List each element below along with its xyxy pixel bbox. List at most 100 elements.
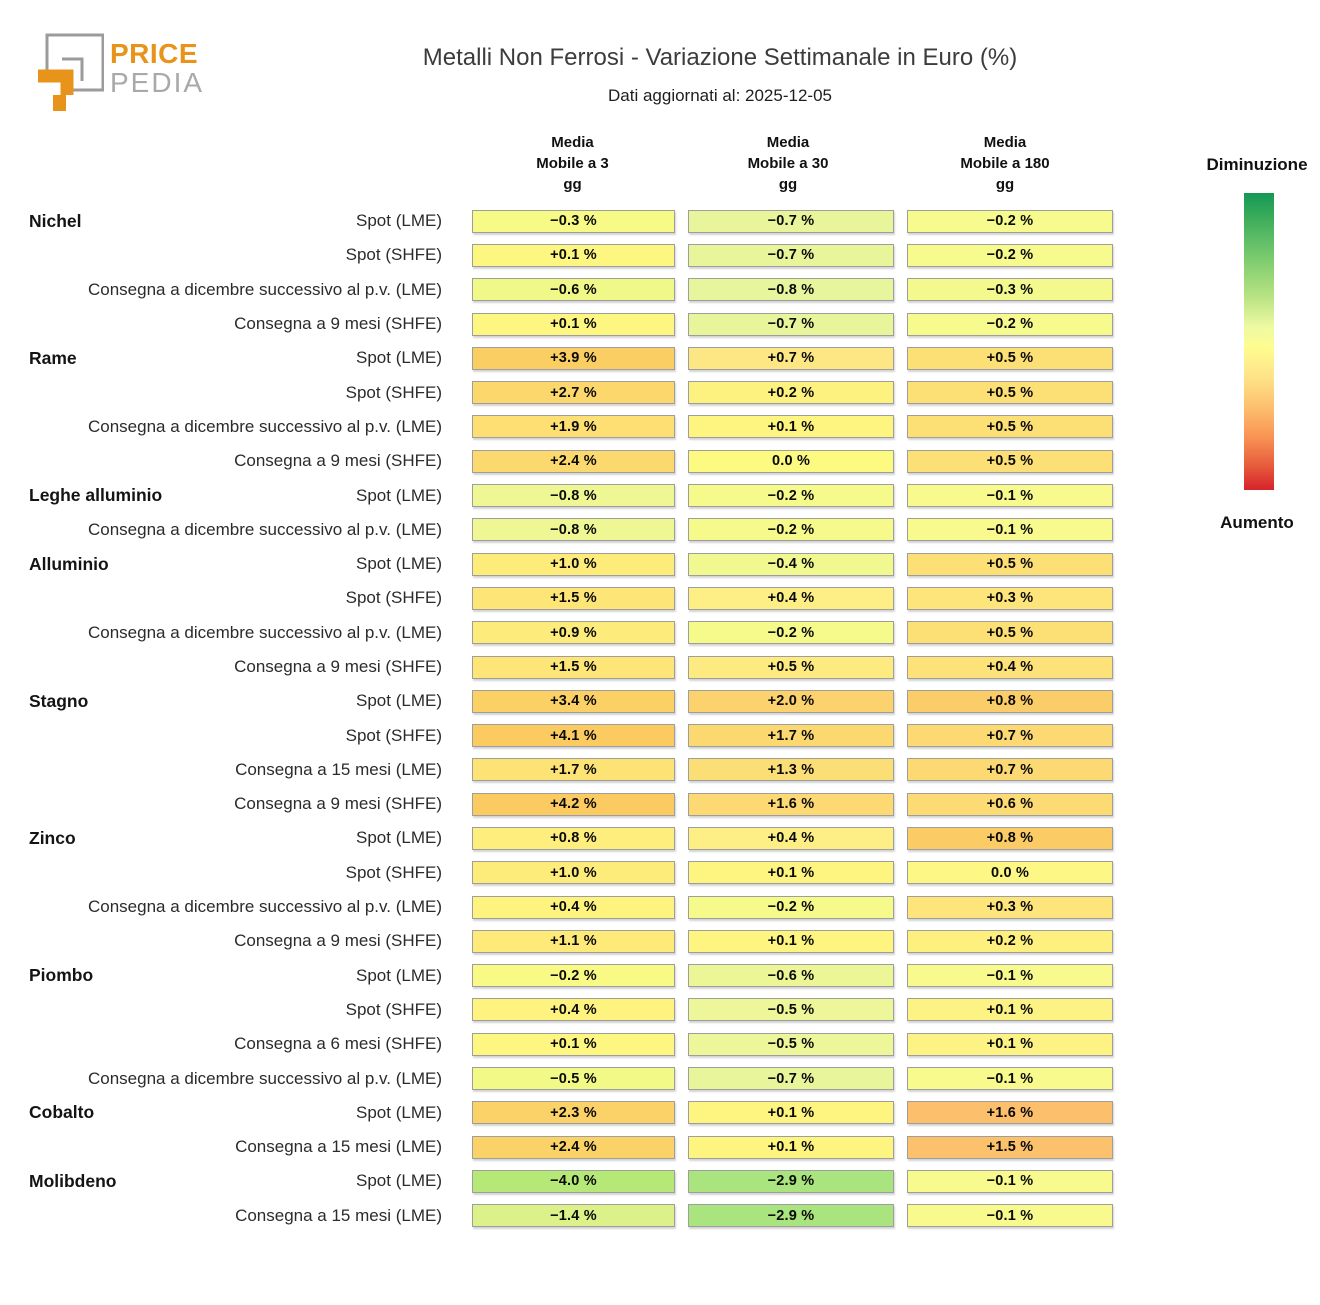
title-block: Metalli Non Ferrosi - Variazione Settima…: [120, 0, 1320, 106]
heatmap-cell: −0.3 %: [472, 209, 675, 233]
metal-group-label: Piombo: [29, 965, 94, 986]
row-label: Consegna a dicembre successivo al p.v. (…: [87, 622, 442, 642]
heatmap-cell: −0.1 %: [907, 484, 1113, 508]
table-row: Rame Spot (LME) +3.9 % +0.7 % +0.5 %: [0, 341, 1120, 375]
table-row: Spot (SHFE) +1.5 % +0.4 % +0.3 %: [0, 581, 1120, 615]
column-headers: Media Mobile a 3 gg Media Mobile a 30 gg Media…: [0, 132, 1120, 195]
heatmap-cell: −0.2 %: [907, 243, 1113, 267]
heatmap-cell: +0.6 %: [907, 792, 1113, 816]
heatmap-cell: +2.4 %: [472, 449, 675, 473]
heatmap-cell: +0.1 %: [472, 243, 675, 267]
row-label: Spot (LME): [356, 554, 442, 574]
legend-gradient-bar: [1244, 193, 1274, 490]
row-label: Spot (LME): [356, 828, 442, 848]
row-label: Spot (LME): [356, 1171, 442, 1191]
metal-group-label: Cobalto: [29, 1102, 95, 1123]
heatmap-cell: −0.8 %: [472, 518, 675, 542]
heatmap-cell: +1.6 %: [688, 792, 894, 816]
table-row: Consegna a 15 mesi (LME) +1.7 % +1.3 % +0.7…: [0, 753, 1120, 787]
heatmap-cell: +0.1 %: [688, 1101, 894, 1125]
metal-group-label: Zinco: [29, 827, 76, 848]
heatmap-cell: +0.1 %: [907, 1032, 1113, 1056]
heatmap-cell: −0.5 %: [688, 1032, 894, 1056]
table-row: Spot (SHFE) +0.4 % −0.5 % +0.1 %: [0, 993, 1120, 1027]
table-row: Consegna a dicembre successivo al p.v. (…: [0, 1061, 1120, 1095]
heatmap-cell: −0.6 %: [472, 278, 675, 302]
metal-group-label: Alluminio: [29, 553, 109, 574]
heatmap-cell: −4.0 %: [472, 1169, 675, 1193]
heatmap-cell: −0.1 %: [907, 518, 1113, 542]
heatmap-cell: +0.9 %: [472, 621, 675, 645]
heatmap-cell: −0.6 %: [688, 964, 894, 988]
heatmap-cell: +2.0 %: [688, 689, 894, 713]
row-label: Consegna a 9 mesi (SHFE): [234, 657, 442, 676]
row-label: Consegna a 9 mesi (SHFE): [234, 314, 442, 334]
heatmap-cell: +0.1 %: [472, 1032, 675, 1056]
table-row: Stagno Spot (LME) +3.4 % +2.0 % +0.8 %: [0, 684, 1120, 718]
row-label: Consegna a dicembre successivo al p.v. (…: [87, 416, 442, 436]
heatmap-cell: +0.2 %: [907, 929, 1113, 953]
heatmap-cell: −0.1 %: [907, 1204, 1113, 1228]
heatmap-cell: +0.5 %: [907, 449, 1113, 473]
table-row: Spot (SHFE) +4.1 % +1.7 % +0.7 %: [0, 718, 1120, 752]
heatmap-cell: +0.3 %: [907, 895, 1113, 919]
table-row: Alluminio Spot (LME) +1.0 % −0.4 % +0.5 %: [0, 547, 1120, 581]
heatmap-cell: +0.3 %: [907, 586, 1113, 610]
row-label: Consegna a dicembre successivo al p.v. (…: [87, 1068, 442, 1088]
row-label: Consegna a 15 mesi (LME): [235, 1137, 442, 1157]
heatmap-cell: −0.3 %: [907, 278, 1113, 302]
table-row: Consegna a 15 mesi (LME) +2.4 % +0.1 % +1.5…: [0, 1130, 1120, 1164]
heatmap-cell: −0.7 %: [688, 243, 894, 267]
heatmap-cell: +1.5 %: [907, 1135, 1113, 1159]
heatmap-cell: +0.5 %: [907, 346, 1113, 370]
heatmap-cell: −0.2 %: [688, 484, 894, 508]
heatmap-cell: +0.1 %: [688, 929, 894, 953]
table-row: Leghe alluminio Spot (LME) −0.8 % −0.2 % −0.…: [0, 478, 1120, 512]
heatmap-cell: −0.2 %: [688, 621, 894, 645]
heatmap-cell: +1.5 %: [472, 655, 675, 679]
heatmap-cell: +1.1 %: [472, 929, 675, 953]
heatmap-cell: +2.7 %: [472, 381, 675, 405]
heatmap-cell: −0.1 %: [907, 1067, 1113, 1091]
table-row: Consegna a 6 mesi (SHFE) +0.1 % −0.5 % +0.1…: [0, 1027, 1120, 1061]
logo-text-pedia: PEDIA: [110, 67, 205, 98]
pricepedia-logo-icon: [38, 33, 104, 111]
table-row: Spot (SHFE) +0.1 % −0.7 % −0.2 %: [0, 238, 1120, 272]
heatmap-cell: −0.7 %: [688, 1067, 894, 1091]
row-label: Spot (LME): [356, 691, 442, 711]
row-label: Consegna a dicembre successivo al p.v. (…: [87, 897, 442, 917]
heatmap-rows: Nichel Spot (LME) −0.3 % −0.7 % −0.2 % Spot (…: [0, 204, 1120, 1233]
row-label: Consegna a 15 mesi (LME): [235, 759, 442, 779]
table-row: Consegna a dicembre successivo al p.v. (…: [0, 410, 1120, 444]
heatmap-cell: +3.4 %: [472, 689, 675, 713]
heatmap-cell: −0.2 %: [472, 964, 675, 988]
row-label: Spot (LME): [356, 485, 442, 505]
metal-group-label: Stagno: [29, 690, 89, 711]
heatmap-cell: 0.0 %: [688, 449, 894, 473]
heatmap-cell: +0.5 %: [688, 655, 894, 679]
heatmap-cell: +0.4 %: [472, 895, 675, 919]
chart-subtitle: Dati aggiornati al: 2025-12-05: [608, 86, 832, 105]
table-row: Consegna a dicembre successivo al p.v. (…: [0, 890, 1120, 924]
row-label: Spot (LME): [356, 1102, 442, 1122]
table-row: Consegna a 9 mesi (SHFE) +4.2 % +1.6 % +0.6…: [0, 787, 1120, 821]
heatmap-cell: −0.5 %: [688, 998, 894, 1022]
metal-group-label: Leghe alluminio: [29, 485, 163, 506]
row-label: Consegna a 9 mesi (SHFE): [234, 794, 442, 814]
heatmap-cell: −0.2 %: [688, 518, 894, 542]
heatmap-cell: +0.1 %: [688, 861, 894, 885]
heatmap-cell: −0.4 %: [688, 552, 894, 576]
heatmap-cell: +0.4 %: [907, 655, 1113, 679]
heatmap-cell: +0.4 %: [472, 998, 675, 1022]
row-label: Spot (LME): [356, 348, 442, 368]
heatmap-cell: +0.1 %: [688, 415, 894, 439]
heatmap-cell: +1.3 %: [688, 758, 894, 782]
column-header: Media Mobile a 180 gg: [960, 134, 1050, 193]
row-label: Spot (SHFE): [345, 725, 442, 745]
table-row: Cobalto Spot (LME) +2.3 % +0.1 % +1.6 %: [0, 1096, 1120, 1130]
heatmap-cell: −0.1 %: [907, 964, 1113, 988]
legend-label-aumento: Aumento: [1220, 513, 1294, 532]
heatmap-cell: +1.0 %: [472, 861, 675, 885]
heatmap-cell: +0.7 %: [907, 758, 1113, 782]
heatmap-cell: +0.5 %: [907, 621, 1113, 645]
